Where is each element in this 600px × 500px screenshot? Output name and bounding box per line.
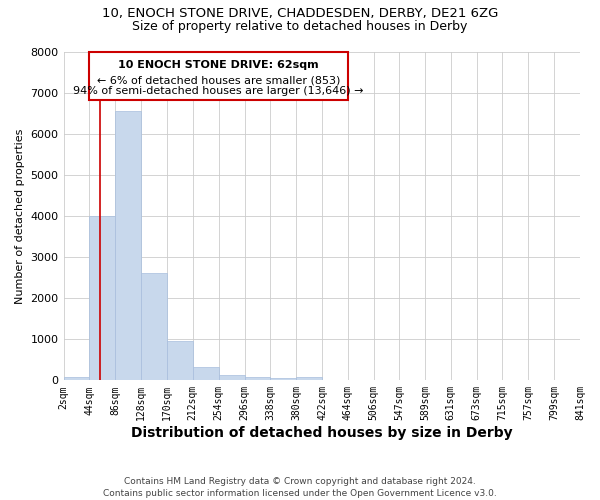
Text: Contains HM Land Registry data © Crown copyright and database right 2024.
Contai: Contains HM Land Registry data © Crown c… — [103, 476, 497, 498]
Bar — [245, 378, 271, 380]
Bar — [89, 216, 115, 380]
Y-axis label: Number of detached properties: Number of detached properties — [15, 128, 25, 304]
Bar — [64, 378, 89, 380]
Bar — [193, 367, 218, 380]
X-axis label: Distribution of detached houses by size in Derby: Distribution of detached houses by size … — [131, 426, 512, 440]
Bar — [115, 111, 141, 380]
Bar — [141, 274, 167, 380]
Text: 94% of semi-detached houses are larger (13,646) →: 94% of semi-detached houses are larger (… — [73, 86, 364, 96]
Bar — [296, 377, 322, 380]
Bar — [218, 376, 245, 380]
Text: ← 6% of detached houses are smaller (853): ← 6% of detached houses are smaller (853… — [97, 76, 340, 86]
Bar — [89, 52, 348, 100]
Bar — [167, 342, 193, 380]
Text: Size of property relative to detached houses in Derby: Size of property relative to detached ho… — [133, 20, 467, 33]
Bar — [271, 378, 296, 380]
Text: 10 ENOCH STONE DRIVE: 62sqm: 10 ENOCH STONE DRIVE: 62sqm — [118, 60, 319, 70]
Text: 10, ENOCH STONE DRIVE, CHADDESDEN, DERBY, DE21 6ZG: 10, ENOCH STONE DRIVE, CHADDESDEN, DERBY… — [102, 8, 498, 20]
